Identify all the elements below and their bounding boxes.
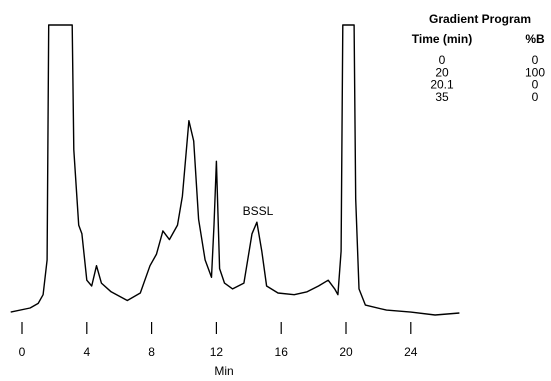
table-header: %B <box>525 32 545 46</box>
x-tick-label: 24 <box>404 345 418 359</box>
x-tick-label: 20 <box>339 345 353 359</box>
table-cell: 0 <box>532 90 539 104</box>
table-cell: 0 <box>532 78 539 92</box>
table-cell: 0 <box>439 53 446 67</box>
x-tick-label: 8 <box>148 345 155 359</box>
table-cell: 0 <box>532 53 539 67</box>
table-cell: 100 <box>525 65 545 79</box>
x-axis-label: Min <box>214 364 233 378</box>
trace <box>10 24 460 316</box>
table-cell: 20.1 <box>430 78 454 92</box>
table-cell: 35 <box>435 90 449 104</box>
x-tick-label: 16 <box>275 345 289 359</box>
x-tick-label: 0 <box>19 345 26 359</box>
x-tick-label: 12 <box>210 345 224 359</box>
x-tick-label: 4 <box>83 345 90 359</box>
annotation: BSSL <box>243 204 274 218</box>
table-cell: 20 <box>435 65 449 79</box>
table-header: Time (min) <box>412 32 472 46</box>
table-title: Gradient Program <box>429 12 531 26</box>
